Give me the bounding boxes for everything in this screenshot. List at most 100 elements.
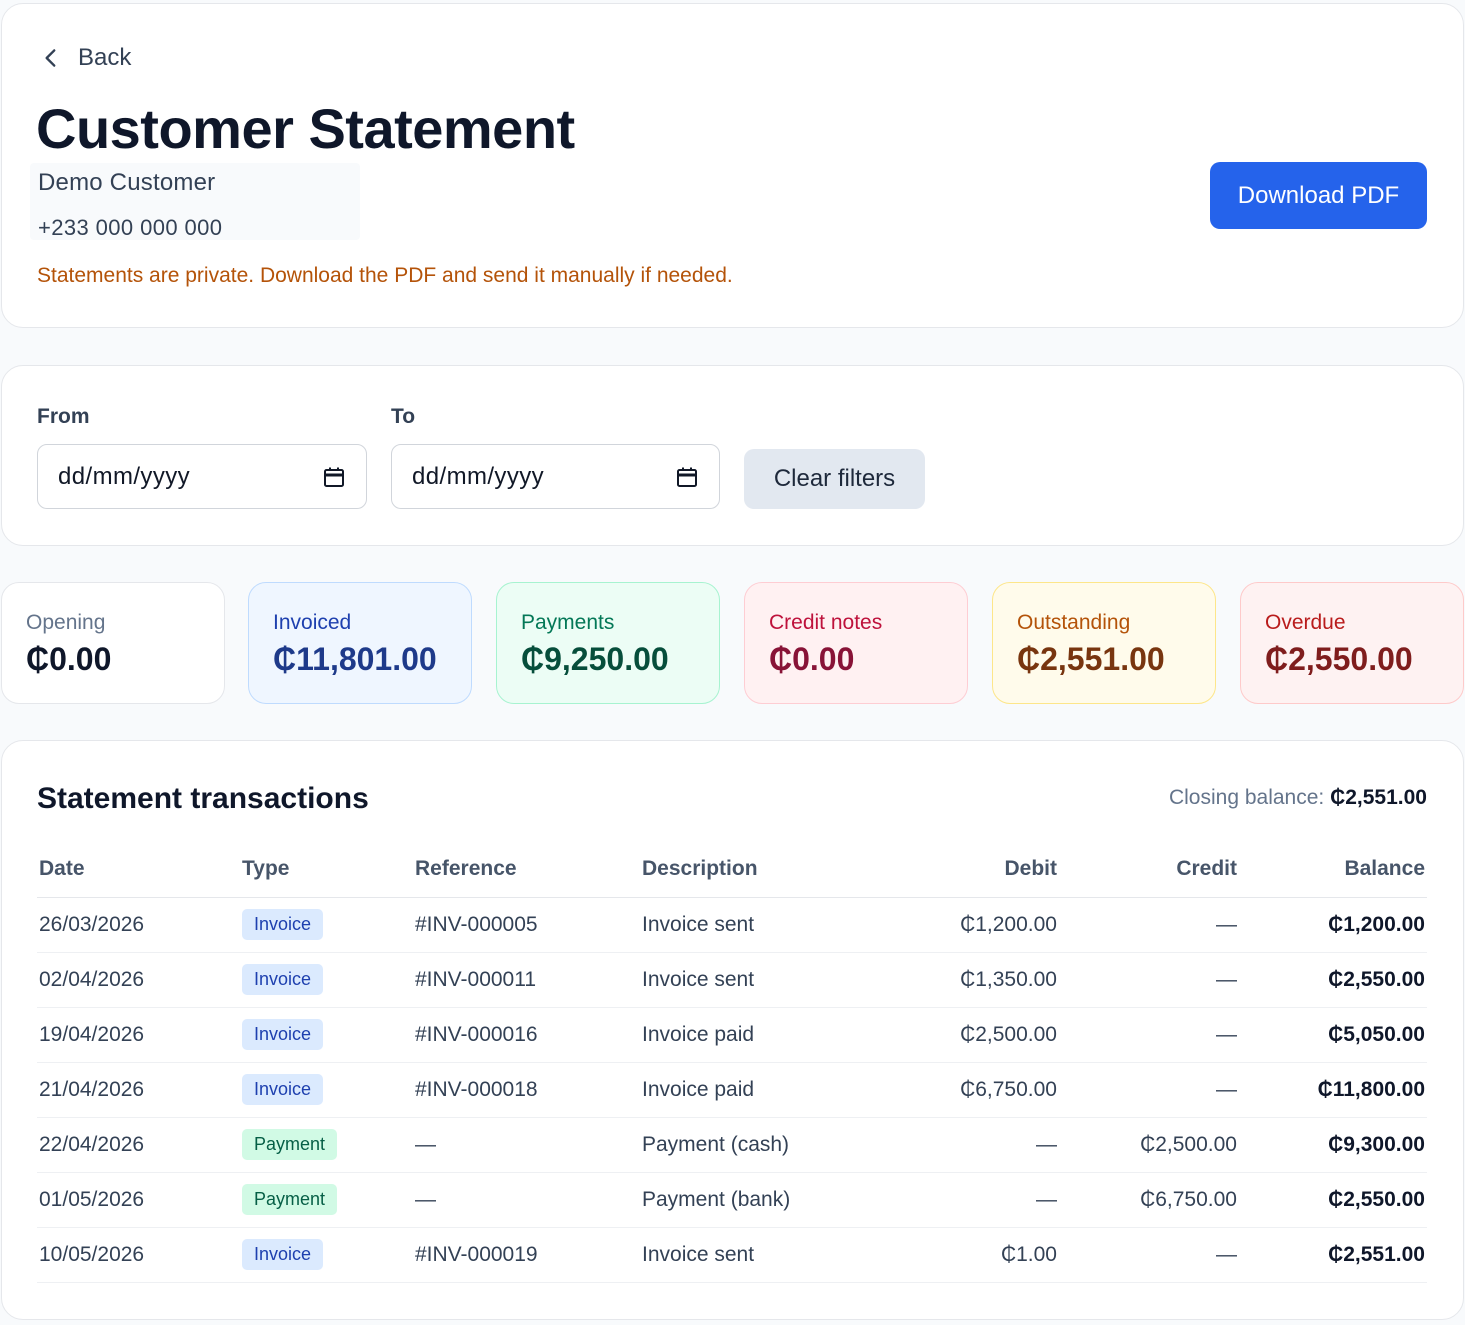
summary-value: ₵11,801.00 <box>273 641 437 677</box>
cell-debit: — <box>876 1117 1059 1173</box>
cell-reference: #INV-000018 <box>413 1062 640 1118</box>
page-title: Customer Statement <box>36 97 575 160</box>
cell-date: 01/05/2026 <box>37 1172 240 1228</box>
column-header-credit: Credit <box>1059 842 1239 898</box>
cell-date: 02/04/2026 <box>37 952 240 1008</box>
cell-reference: #INV-000005 <box>413 897 640 953</box>
cell-description: Invoice sent <box>640 952 876 1008</box>
cell-type: Invoice <box>240 952 413 1008</box>
cell-balance: ₵9,300.00 <box>1239 1117 1427 1173</box>
column-header-balance: Balance <box>1239 842 1427 898</box>
column-header-debit: Debit <box>876 842 1059 898</box>
type-badge: Invoice <box>242 964 324 995</box>
cell-type: Invoice <box>240 897 413 953</box>
cell-credit: — <box>1059 1007 1239 1063</box>
column-header-type: Type <box>240 842 413 898</box>
cell-type: Payment <box>240 1117 413 1173</box>
type-badge: Invoice <box>242 909 324 940</box>
cell-balance: ₵2,550.00 <box>1239 1172 1427 1228</box>
summary-value: ₵0.00 <box>26 641 112 677</box>
cell-date: 19/04/2026 <box>37 1007 240 1063</box>
cell-credit: — <box>1059 1062 1239 1118</box>
cell-type: Invoice <box>240 1007 413 1063</box>
summary-value: ₵2,551.00 <box>1017 641 1165 677</box>
summary-label: Outstanding <box>1017 611 1131 634</box>
cell-reference: #INV-000016 <box>413 1007 640 1063</box>
cell-credit: — <box>1059 952 1239 1008</box>
type-badge: Invoice <box>242 1239 324 1270</box>
cell-reference: #INV-000019 <box>413 1227 640 1283</box>
cell-credit: ₵2,500.00 <box>1059 1117 1239 1173</box>
cell-credit: ₵6,750.00 <box>1059 1172 1239 1228</box>
summary-label: Payments <box>521 611 615 634</box>
summary-value: ₵2,550.00 <box>1265 641 1413 677</box>
clear-filters-button[interactable]: Clear filters <box>744 449 925 509</box>
summary-card-outstanding: Outstanding ₵2,551.00 <box>992 582 1216 704</box>
table-row: 21/04/2026 Invoice #INV-000018 Invoice p… <box>37 1062 1427 1118</box>
calendar-icon[interactable] <box>675 465 699 489</box>
customer-phone: +233 000 000 000 <box>38 215 223 240</box>
column-header-description: Description <box>640 842 876 898</box>
cell-debit: ₵6,750.00 <box>876 1062 1059 1118</box>
table-row: 02/04/2026 Invoice #INV-000011 Invoice s… <box>37 952 1427 1008</box>
to-date-placeholder: dd/mm/yyyy <box>412 462 545 490</box>
table-row: 22/04/2026 Payment — Payment (cash) — ₵2… <box>37 1117 1427 1173</box>
cell-reference: — <box>413 1117 640 1173</box>
cell-description: Invoice sent <box>640 897 876 953</box>
cell-balance: ₵2,550.00 <box>1239 952 1427 1008</box>
summary-card-opening: Opening ₵0.00 <box>1 582 225 704</box>
cell-credit: — <box>1059 897 1239 953</box>
cell-date: 21/04/2026 <box>37 1062 240 1118</box>
summary-label: Invoiced <box>273 611 352 634</box>
cell-debit: ₵1,200.00 <box>876 897 1059 953</box>
closing-balance: Closing balance: ₵2,551.00 <box>1169 786 1427 810</box>
type-badge: Payment <box>242 1129 338 1160</box>
cell-date: 10/05/2026 <box>37 1227 240 1283</box>
cell-credit: — <box>1059 1227 1239 1283</box>
cell-description: Invoice paid <box>640 1007 876 1063</box>
column-header-date: Date <box>37 842 240 898</box>
transactions-table: Date Type Reference Description Debit Cr… <box>37 842 1427 1283</box>
transactions-title: Statement transactions <box>37 782 369 815</box>
customer-name: Demo Customer <box>38 169 216 196</box>
cell-balance: ₵2,551.00 <box>1239 1227 1427 1283</box>
cell-type: Payment <box>240 1172 413 1228</box>
table-row: 01/05/2026 Payment — Payment (bank) — ₵6… <box>37 1172 1427 1228</box>
table-header-row: Date Type Reference Description Debit Cr… <box>37 842 1427 898</box>
cell-description: Payment (bank) <box>640 1172 876 1228</box>
cell-debit: ₵2,500.00 <box>876 1007 1059 1063</box>
cell-type: Invoice <box>240 1227 413 1283</box>
back-link[interactable]: Back <box>38 40 131 76</box>
calendar-icon[interactable] <box>322 465 346 489</box>
type-badge: Invoice <box>242 1074 324 1105</box>
cell-debit: ₵1,350.00 <box>876 952 1059 1008</box>
summary-label: Opening <box>26 611 106 634</box>
cell-type: Invoice <box>240 1062 413 1118</box>
summary-card-payments: Payments ₵9,250.00 <box>496 582 720 704</box>
chevron-left-icon <box>45 49 56 67</box>
cell-balance: ₵5,050.00 <box>1239 1007 1427 1063</box>
download-pdf-button[interactable]: Download PDF <box>1210 162 1427 229</box>
cell-description: Invoice paid <box>640 1062 876 1118</box>
column-header-reference: Reference <box>413 842 640 898</box>
customer-info: Demo Customer +233 000 000 000 <box>30 163 360 240</box>
summary-value: ₵0.00 <box>769 641 855 677</box>
type-badge: Payment <box>242 1184 338 1215</box>
closing-balance-value: ₵2,551.00 <box>1330 786 1427 809</box>
cell-reference: #INV-000011 <box>413 952 640 1008</box>
summary-label: Credit notes <box>769 611 883 634</box>
to-date-input[interactable]: dd/mm/yyyy <box>391 444 720 509</box>
from-date-input[interactable]: dd/mm/yyyy <box>37 444 367 509</box>
table-row: 10/05/2026 Invoice #INV-000019 Invoice s… <box>37 1227 1427 1283</box>
from-label: From <box>37 405 90 428</box>
table-row: 19/04/2026 Invoice #INV-000016 Invoice p… <box>37 1007 1427 1063</box>
summary-value: ₵9,250.00 <box>521 641 669 677</box>
privacy-note: Statements are private. Download the PDF… <box>37 264 733 287</box>
cell-description: Payment (cash) <box>640 1117 876 1173</box>
table-row: 26/03/2026 Invoice #INV-000005 Invoice s… <box>37 897 1427 953</box>
cell-debit: ₵1.00 <box>876 1227 1059 1283</box>
from-date-placeholder: dd/mm/yyyy <box>58 462 191 490</box>
to-label: To <box>391 405 416 428</box>
closing-balance-label: Closing balance: <box>1168 786 1325 809</box>
summary-card-overdue: Overdue ₵2,550.00 <box>1240 582 1464 704</box>
